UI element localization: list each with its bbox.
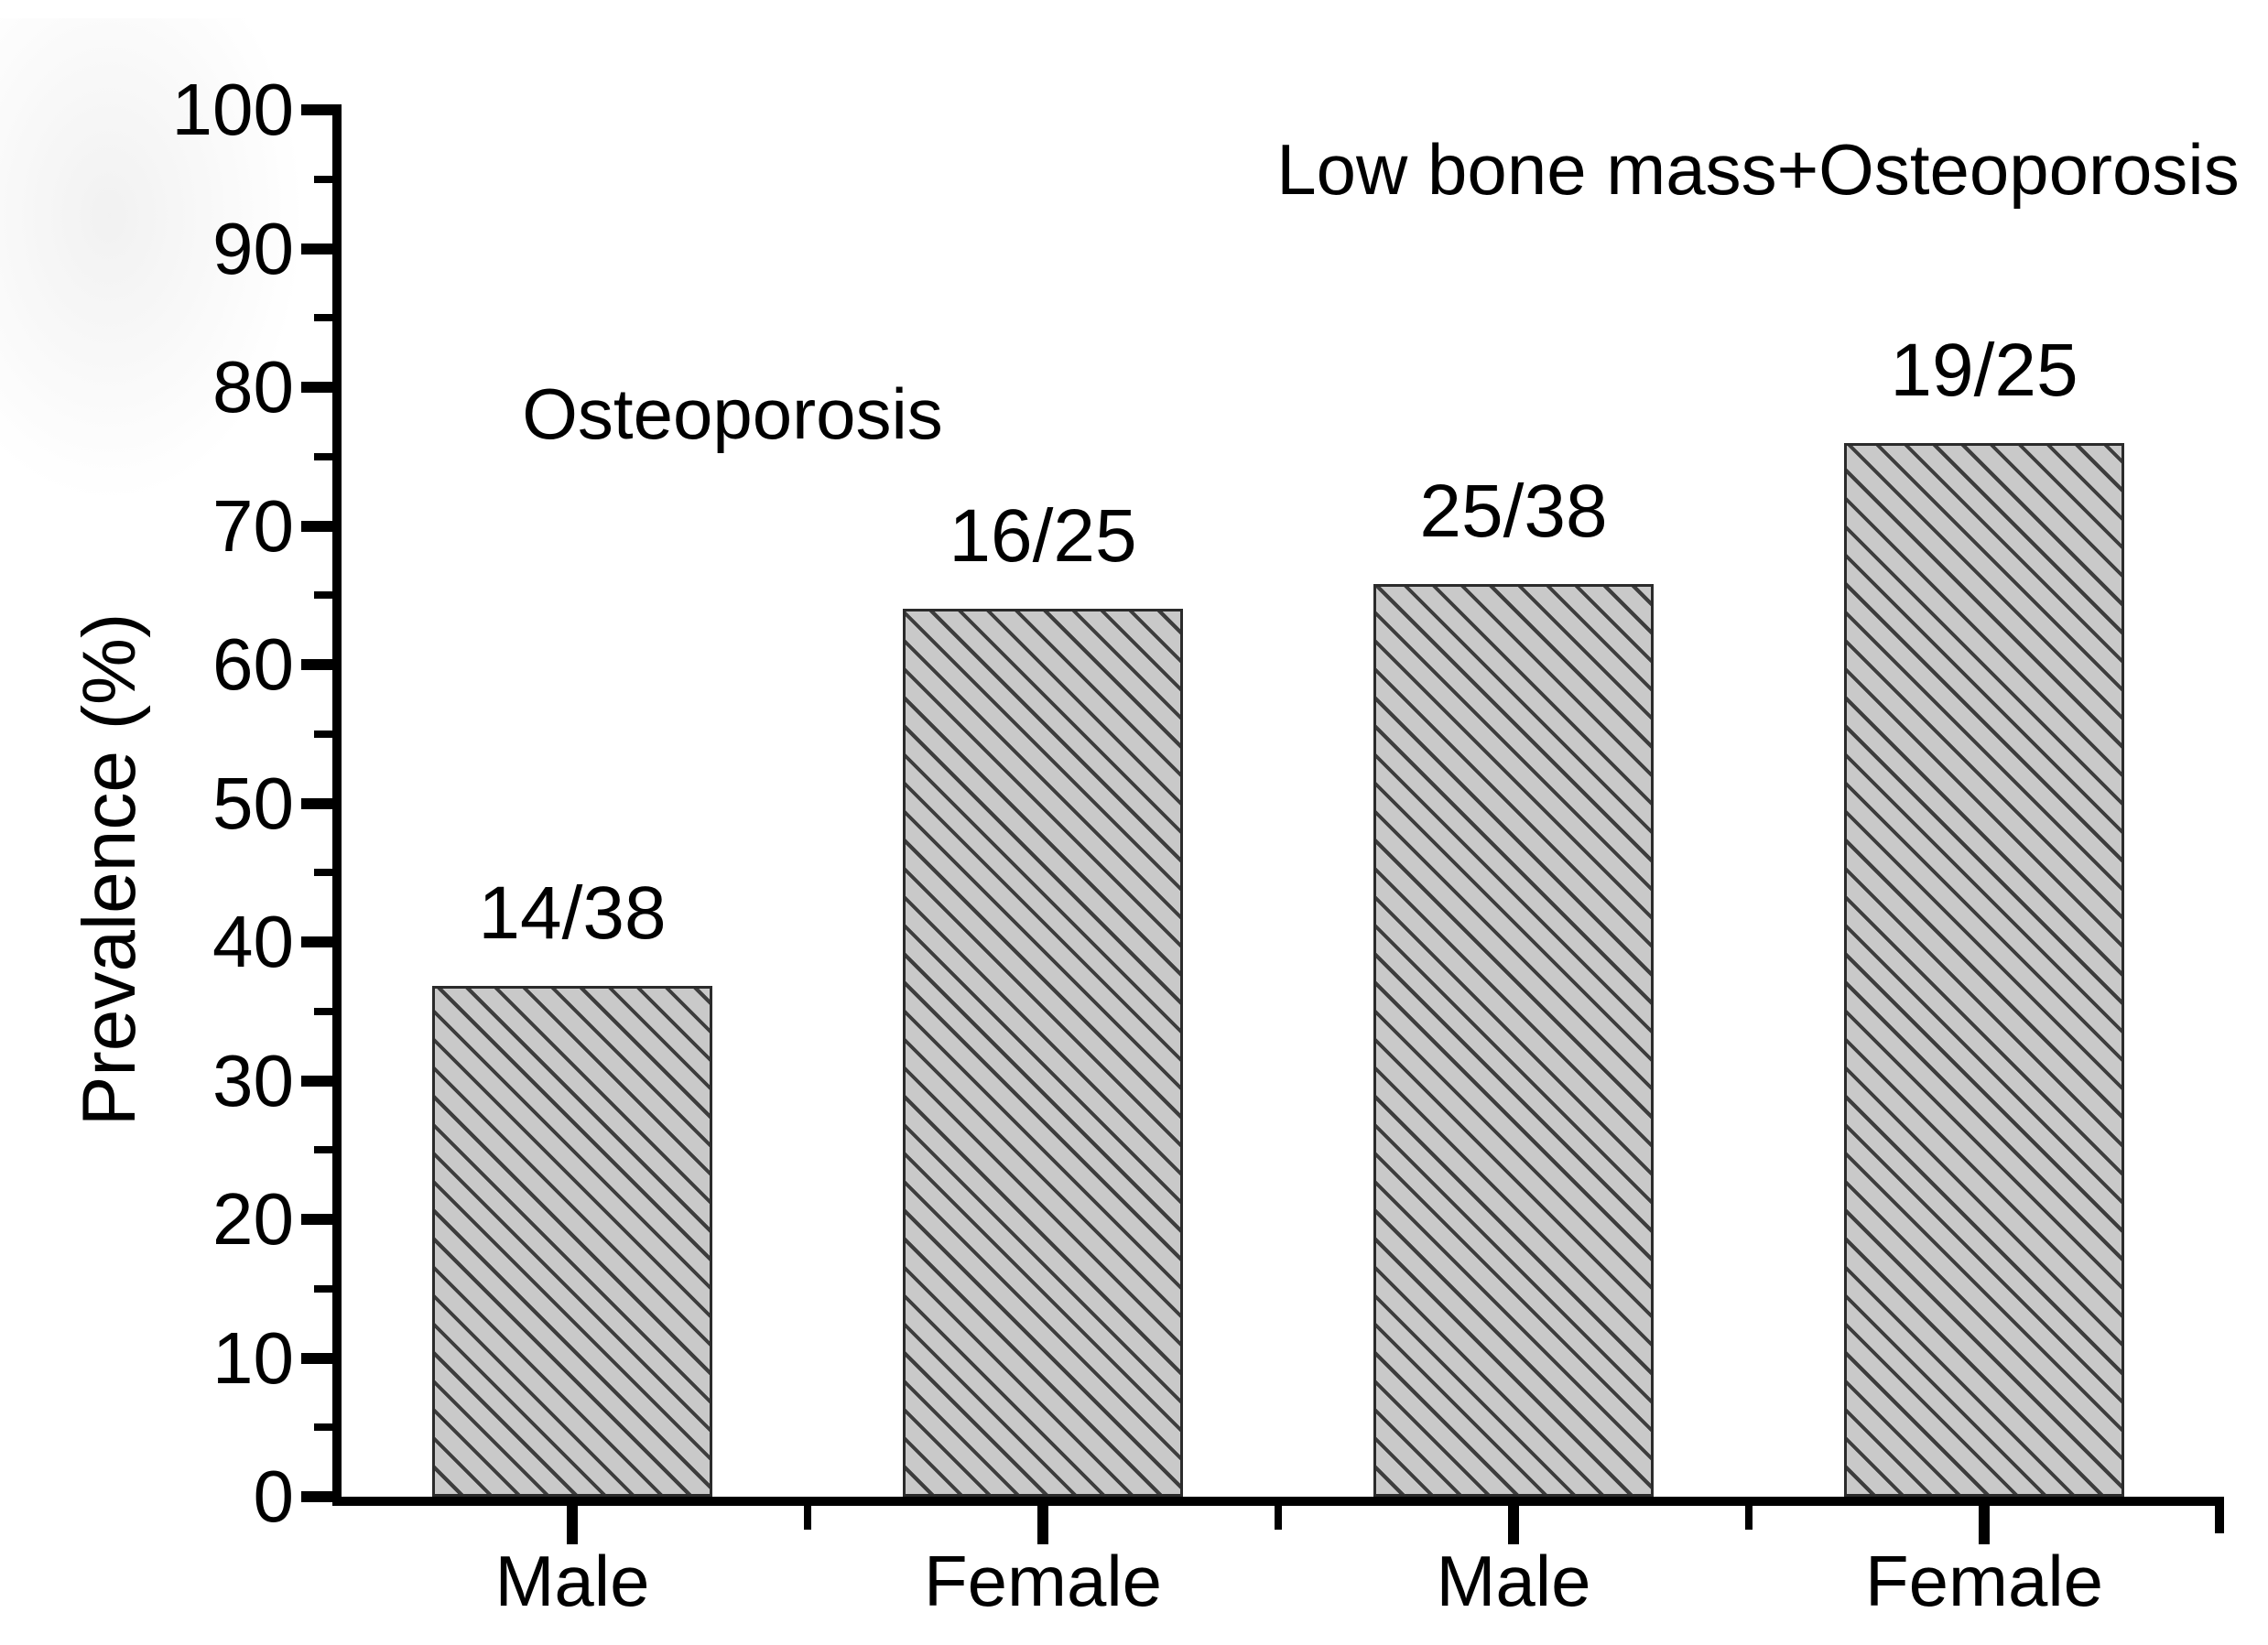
- x-axis-tick-major: [1037, 1506, 1048, 1544]
- x-category-label: Female: [1864, 1541, 2104, 1621]
- y-axis-tick-label: 20: [212, 1178, 294, 1260]
- y-axis-tick-major: [301, 1353, 332, 1364]
- x-axis-tick-minor: [804, 1506, 811, 1530]
- bar-value-label: 16/25: [949, 494, 1137, 578]
- x-axis-end-tick: [2215, 1506, 2224, 1533]
- y-axis-tick-minor: [314, 591, 332, 599]
- bar-value-label: 14/38: [478, 871, 667, 955]
- y-axis-tick-label: 40: [212, 901, 294, 982]
- series-label-low-bone-mass: Low bone mass+Osteoporosis: [1276, 129, 2240, 210]
- bar-female-osteoporosis: [903, 609, 1183, 1497]
- y-axis-tick-major: [301, 104, 332, 115]
- x-axis-tick-major: [567, 1506, 578, 1544]
- bar-male-low-bone-mass-osteoporosis: [1373, 584, 1654, 1497]
- y-axis-tick-major: [301, 659, 332, 670]
- x-axis-tick-major: [1508, 1506, 1519, 1544]
- y-axis-tick-major: [301, 936, 332, 947]
- x-axis-tick-minor: [1745, 1506, 1753, 1530]
- y-axis-tick-major: [301, 1214, 332, 1225]
- x-axis-line: [332, 1497, 2224, 1506]
- x-category-label: Female: [923, 1541, 1163, 1621]
- y-axis-tick-label: 30: [212, 1040, 294, 1121]
- y-axis-tick-label: 10: [212, 1317, 294, 1399]
- series-label-osteoporosis: Osteoporosis: [522, 373, 943, 454]
- y-axis-tick-major: [301, 521, 332, 532]
- y-axis-tick-minor: [314, 1008, 332, 1015]
- y-axis-tick-major: [301, 244, 332, 254]
- y-axis-tick-label: 50: [212, 763, 294, 844]
- y-axis-tick-label: 60: [212, 623, 294, 705]
- y-axis-tick-label: 70: [212, 485, 294, 567]
- y-axis-tick-minor: [314, 731, 332, 738]
- y-axis-tick-minor: [314, 176, 332, 183]
- x-category-label: Male: [1436, 1541, 1591, 1621]
- x-axis-tick-major: [1979, 1506, 1990, 1544]
- y-axis-tick-label: 90: [212, 208, 294, 289]
- y-axis-tick-minor: [314, 314, 332, 321]
- y-axis-tick-minor: [314, 1285, 332, 1293]
- y-axis-line: [332, 104, 342, 1506]
- bar-value-label: 19/25: [1890, 329, 2078, 412]
- x-axis-tick-minor: [1275, 1506, 1282, 1530]
- y-axis-tick-label: 80: [212, 346, 294, 427]
- bar-value-label: 25/38: [1419, 470, 1608, 553]
- bar-female-low-bone-mass-osteoporosis: [1844, 443, 2124, 1497]
- x-category-label: Male: [494, 1541, 650, 1621]
- y-axis-tick-major: [301, 382, 332, 393]
- y-axis-tick-major: [301, 798, 332, 809]
- y-axis-tick-minor: [314, 869, 332, 876]
- y-axis-tick-minor: [314, 1146, 332, 1153]
- y-axis-tick-minor: [314, 1423, 332, 1431]
- y-axis-tick-minor: [314, 453, 332, 460]
- y-axis-tick-major: [301, 1491, 332, 1502]
- y-axis-tick-label: 100: [171, 69, 294, 150]
- y-axis-tick-major: [301, 1076, 332, 1087]
- y-axis-tick-label: 0: [253, 1456, 295, 1537]
- bar-male-osteoporosis: [432, 986, 712, 1497]
